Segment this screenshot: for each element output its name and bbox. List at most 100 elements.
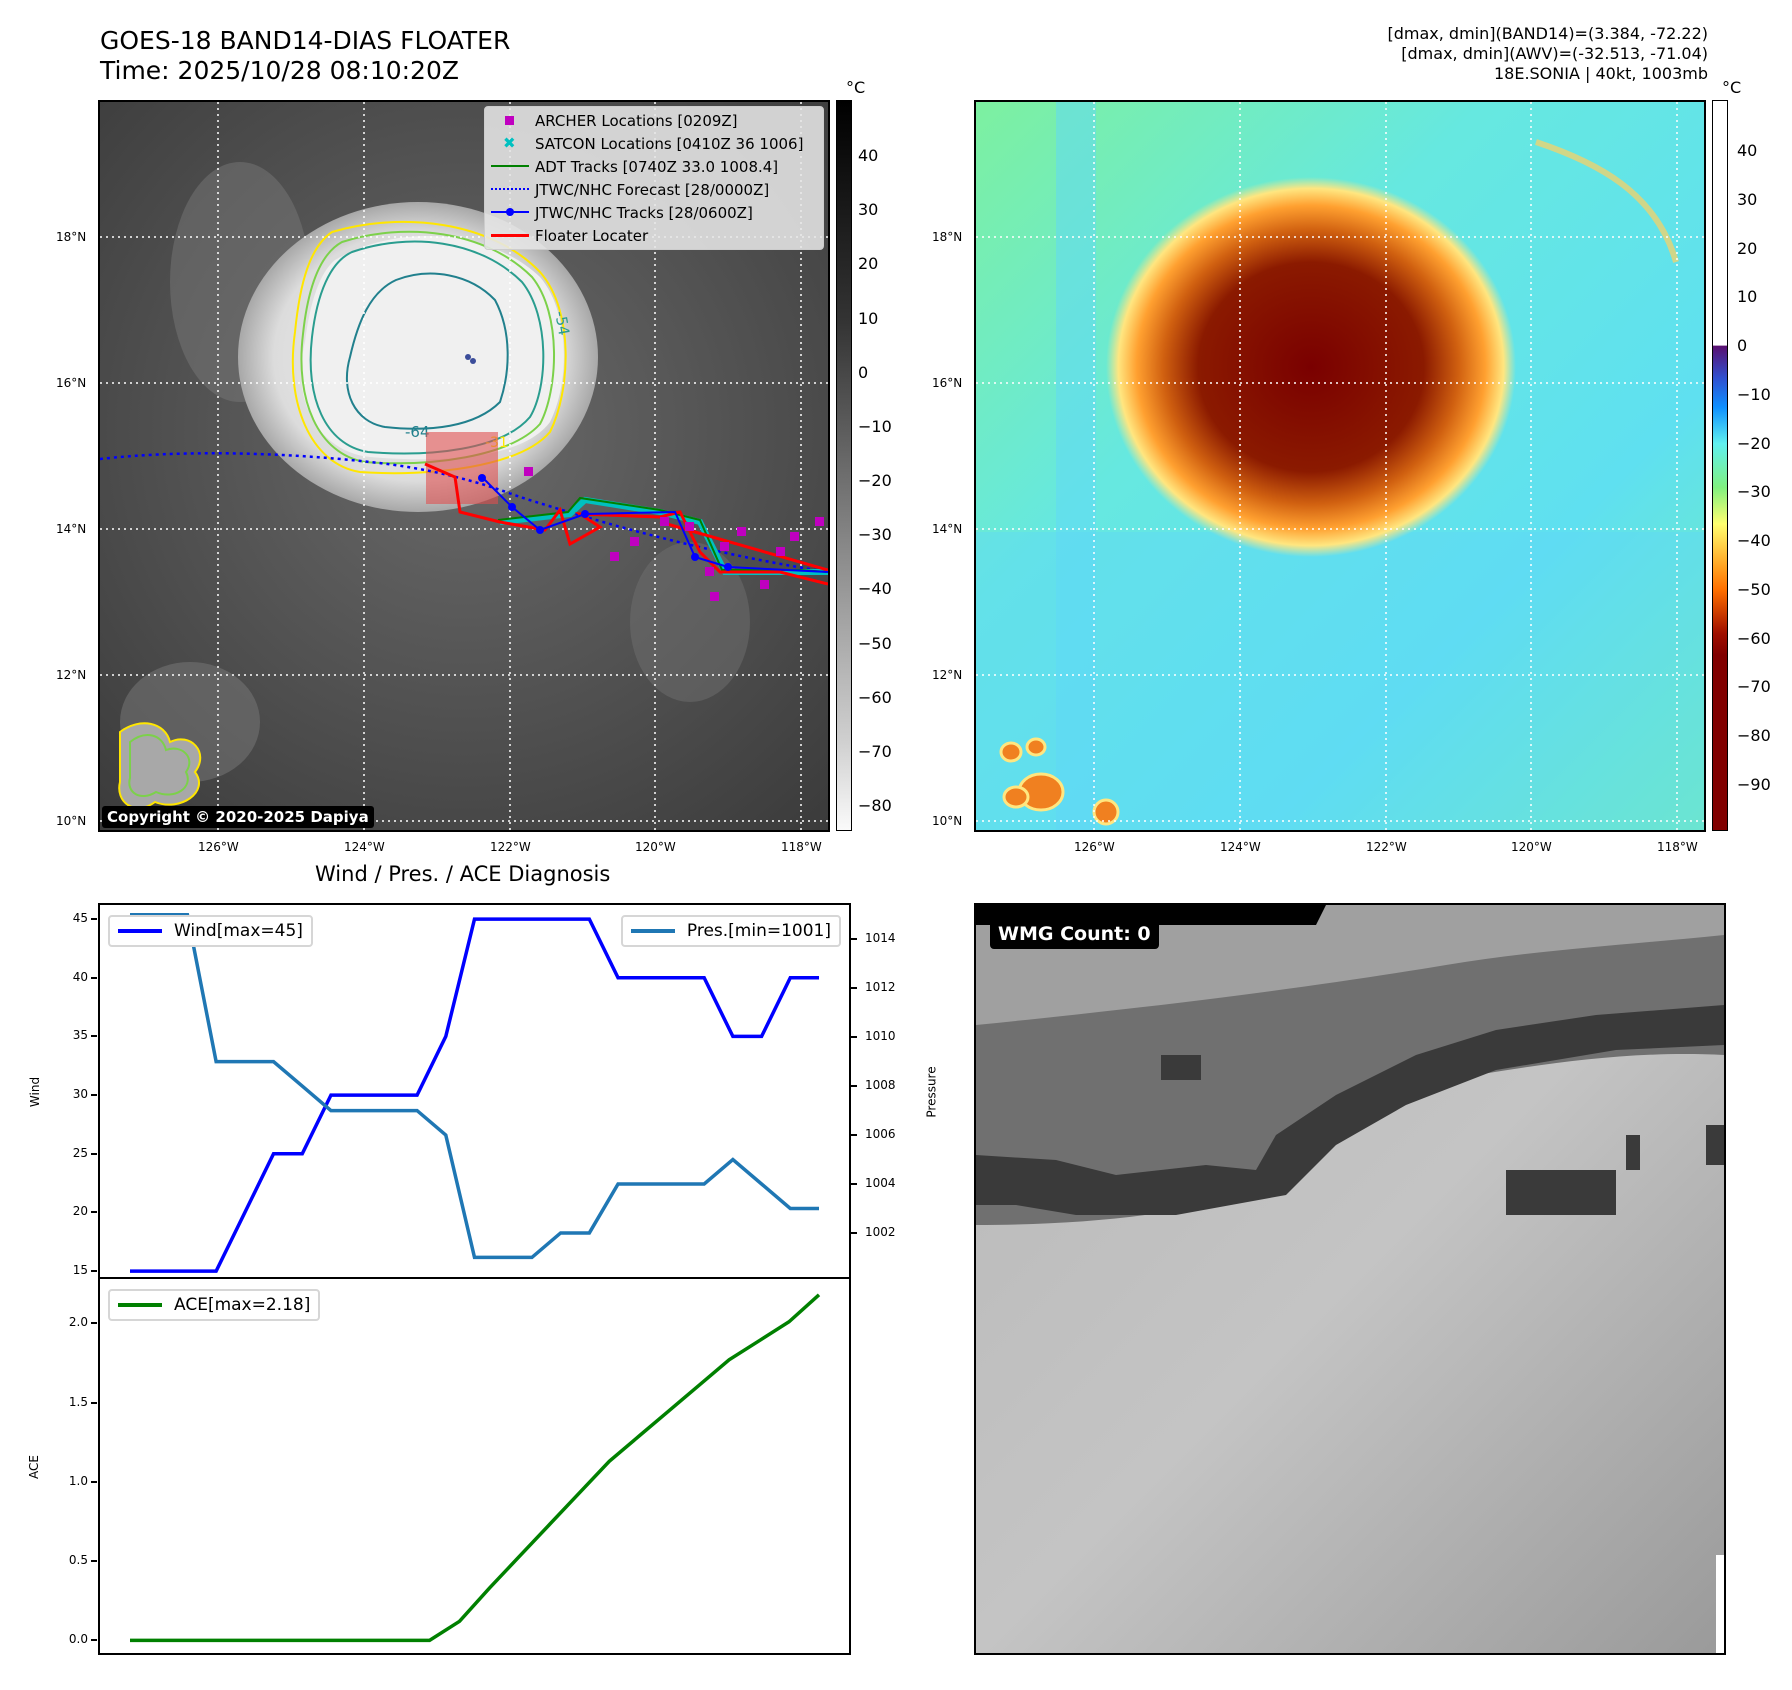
y-tick: 1002: [865, 1224, 896, 1239]
y-tick: 1014: [865, 931, 896, 946]
ace-plot: ACE[max=2.18]: [98, 1277, 851, 1655]
wind-legend-swatch: [118, 929, 162, 933]
ace-legend: ACE[max=2.18]: [108, 1289, 321, 1321]
colorbar-tick: 0: [1737, 336, 1748, 356]
ir-map-panel: -54 -64 -31: [98, 100, 830, 832]
lat-tick: 16°N: [56, 376, 87, 390]
colorbar-tick: 0: [858, 362, 869, 382]
y-tick: 1.0: [68, 1473, 88, 1488]
y-tick: 1006: [865, 1127, 896, 1142]
cloud-band: [630, 542, 750, 702]
y-tick-mark: [91, 1480, 97, 1483]
ace-line: [130, 1293, 821, 1643]
colorbar-tick: −30: [1737, 482, 1771, 502]
colorbar-tick: 10: [1737, 287, 1758, 307]
y-tick-mark: [91, 918, 97, 921]
y-tick-mark: [851, 1085, 857, 1088]
awv-storm-core: [1106, 177, 1516, 557]
jtwc-track-points: [478, 474, 732, 571]
y-tick: 30: [72, 1087, 88, 1102]
legend-item-satcon: ✖ SATCON Locations [0410Z 36 1006]: [485, 132, 823, 155]
contour-cold-spot: [470, 358, 476, 364]
awv-map-panel: [974, 100, 1706, 832]
y-tick: 35: [72, 1028, 88, 1043]
lat-tick: 18°N: [56, 230, 87, 244]
lat-tick: 18°N: [932, 230, 963, 244]
wmg-panel: WMG Count: 0: [974, 903, 1726, 1655]
colorbar-unit: °C: [1722, 78, 1742, 97]
wmg-edge: [1716, 1555, 1724, 1653]
y-tick: 20: [72, 1204, 88, 1219]
contour-label: -64: [405, 423, 430, 441]
dotted-line-icon: [491, 188, 529, 190]
y-tick-mark: [91, 1152, 97, 1155]
lon-tick: 124°W: [344, 840, 385, 854]
jtwc-track: [481, 476, 828, 573]
colorbar-tick: −10: [858, 416, 892, 436]
colorbar-tick: −70: [858, 741, 892, 761]
awv-colorbar: [1712, 100, 1728, 831]
colorbar-tick: 30: [858, 200, 879, 220]
colorbar-tick: −80: [1737, 726, 1771, 746]
diagnosis-title: Wind / Pres. / ACE Diagnosis: [315, 862, 611, 886]
copyright-label: Copyright © 2020-2025 Dapiya: [102, 806, 374, 828]
colorbar-tick: 20: [858, 254, 879, 274]
y-tick: 1.5: [68, 1394, 88, 1409]
colorbar-tick: −20: [1737, 433, 1771, 453]
y-tick: 15: [72, 1263, 88, 1278]
y-tick-mark: [91, 1560, 97, 1563]
pressure-axis-label: Pressure: [924, 1066, 939, 1118]
contour-64: [345, 272, 509, 430]
wmg-dark-patch: [1161, 1055, 1201, 1080]
archer-points: [524, 467, 824, 601]
colorbar-tick: −80: [858, 796, 892, 815]
colorbar-tick: −50: [1737, 579, 1771, 599]
lon-tick: 122°W: [490, 840, 531, 854]
lon-tick: 118°W: [1657, 840, 1698, 854]
lat-tick: 10°N: [932, 814, 963, 828]
wind-legend: Wind[max=45]: [108, 915, 313, 947]
storm-info: 18E.SONIA | 40kt, 1003mb: [1493, 64, 1708, 83]
line-marker-icon: [491, 234, 529, 237]
wmg-count-badge: WMG Count: 0: [990, 919, 1159, 949]
lat-tick: 12°N: [56, 668, 87, 682]
pressure-line: [130, 913, 819, 1260]
wmg-dark-patch: [1626, 1135, 1640, 1170]
square-marker-icon: [505, 116, 514, 125]
ir-colorbar: [836, 100, 852, 831]
wmg-dark-patch: [1706, 1125, 1724, 1165]
y-tick: 45: [72, 911, 88, 926]
moisture-filament: [1535, 139, 1679, 263]
y-tick-mark: [91, 1401, 97, 1404]
y-tick: 1004: [865, 1176, 896, 1190]
contour-label: -54: [551, 310, 573, 337]
band14-range: [dmax, dmin](BAND14)=(3.384, -72.22): [1387, 24, 1709, 43]
data-range-info: [dmax, dmin](BAND14)=(3.384, -72.22) [dm…: [1388, 24, 1709, 84]
lon-tick: 120°W: [1511, 840, 1552, 854]
dry-region: [976, 532, 1704, 830]
lat-tick: 16°N: [932, 376, 963, 390]
y-tick-mark: [91, 1322, 97, 1325]
y-tick: 0.5: [68, 1553, 88, 1568]
contour-cold-spot: [465, 354, 471, 360]
legend-item-forecast: JTWC/NHC Forecast [28/0000Z]: [485, 178, 823, 201]
map-legend: ARCHER Locations [0209Z] ✖ SATCON Locati…: [484, 106, 824, 250]
ace-axis-label: ACE: [26, 1455, 41, 1479]
colorbar-tick: −60: [858, 687, 892, 707]
y-tick-mark: [91, 1211, 97, 1214]
y-tick-mark: [91, 1094, 97, 1097]
y-tick: 2.0: [68, 1315, 88, 1330]
wind-pressure-svg: [129, 913, 820, 1273]
colorbar-tick: 40: [1737, 141, 1758, 160]
y-tick-mark: [851, 1134, 857, 1137]
lat-tick: 10°N: [56, 814, 87, 828]
y-tick-mark: [91, 976, 97, 979]
y-tick: 25: [72, 1145, 88, 1160]
wind-line: [130, 917, 819, 1273]
y-tick-mark: [851, 987, 857, 990]
legend-item-floater: Floater Locater: [485, 224, 823, 247]
colorbar-tick: −30: [858, 525, 892, 545]
lon-tick: 126°W: [1074, 840, 1115, 854]
awv-map: [976, 102, 1704, 830]
y-tick: 0.0: [68, 1632, 88, 1647]
